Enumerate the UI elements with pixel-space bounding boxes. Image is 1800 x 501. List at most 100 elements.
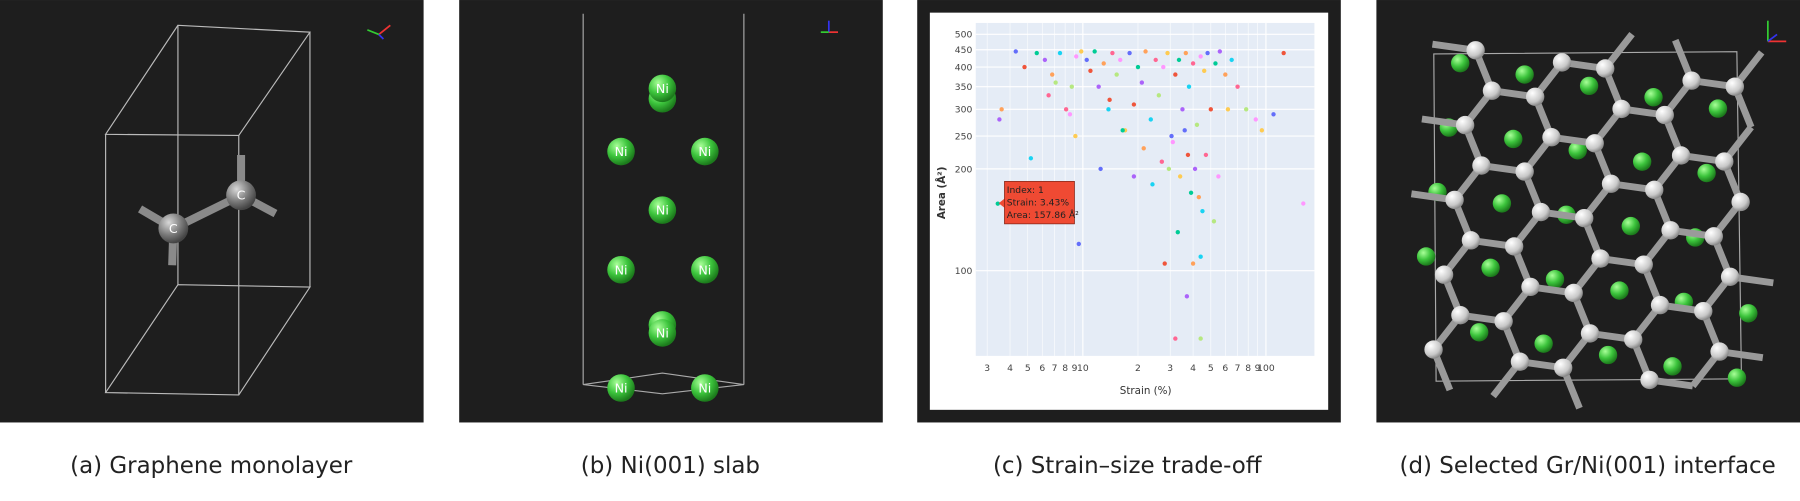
scatter-point — [1034, 50, 1039, 56]
tooltip-line: Area: 157.86 Å² — [1007, 209, 1079, 221]
c-atom — [1515, 162, 1534, 181]
scatter-point — [1131, 174, 1137, 179]
c-atom — [1504, 237, 1524, 256]
scatter-point — [1022, 64, 1027, 70]
scatter-point — [997, 117, 1002, 122]
ni-atom — [1697, 163, 1716, 183]
x-tick-label: 9 — [1255, 363, 1261, 374]
c-atom — [1461, 231, 1481, 250]
axes-triad — [367, 20, 1787, 43]
scatter-point — [1073, 133, 1078, 139]
caption: (a) Graphene monolayer — [70, 453, 353, 479]
caption: (b) Ni(001) slab — [581, 453, 760, 479]
scatter-point — [1173, 336, 1178, 341]
c-atom — [1525, 87, 1545, 106]
scatter-point — [1243, 107, 1249, 112]
x-tick-label: 4 — [1190, 363, 1196, 374]
tooltip-line: Index: 1 — [1007, 185, 1044, 196]
x-tick-label: 7 — [1235, 363, 1241, 374]
ni-atom — [1663, 357, 1682, 376]
x-tick-label: 7 — [1052, 363, 1058, 374]
ni-atom — [1416, 247, 1436, 266]
scatter-point — [999, 107, 1004, 112]
y-tick-label: 400 — [955, 63, 973, 74]
ni-atom — [1515, 65, 1534, 84]
y-tick-label: 300 — [955, 105, 973, 116]
scatter-point — [1165, 50, 1170, 56]
x-tick-label: 3 — [1167, 363, 1173, 374]
scatter-point — [1235, 84, 1240, 89]
scatter-point — [1200, 208, 1205, 214]
scatter-point — [1203, 152, 1209, 158]
scatter-point — [1084, 57, 1089, 63]
y-tick-label: 100 — [955, 266, 973, 277]
c-atom — [1682, 71, 1701, 90]
scatter-point — [1186, 84, 1192, 89]
c-atom — [1645, 180, 1664, 200]
c-atom — [1612, 99, 1631, 119]
scatter-point — [1225, 107, 1231, 112]
c-atom — [1650, 295, 1670, 315]
scatter-point — [1069, 84, 1074, 89]
atom-label: Ni — [615, 144, 628, 159]
c-atom — [1596, 59, 1615, 78]
x-tick-label: 9 — [1072, 363, 1078, 374]
scatter-point — [1067, 112, 1073, 117]
c-atom — [1494, 312, 1513, 331]
scatter-point — [1271, 112, 1276, 117]
scatter-point — [1175, 229, 1180, 235]
scatter-point — [1063, 107, 1069, 112]
scatter-point — [1139, 80, 1145, 85]
scatter-point — [1053, 80, 1058, 85]
tooltip-line: Strain: 3.43% — [1007, 198, 1070, 209]
c-atom — [1445, 190, 1464, 210]
c-atom — [1466, 41, 1485, 60]
atom-label: Ni — [698, 144, 711, 159]
atom — [158, 213, 189, 244]
scatter-point — [1141, 146, 1146, 151]
scatter-point — [1253, 117, 1258, 122]
scatter-point — [1194, 122, 1200, 127]
x-tick-label: 4 — [1007, 363, 1013, 374]
y-axis-title: Area (Å²) — [935, 167, 948, 220]
c-atom — [1640, 370, 1659, 390]
c-atom — [1472, 156, 1491, 175]
c-atom — [1694, 301, 1713, 321]
c-atom — [1585, 134, 1604, 153]
x-tick-label: 3 — [984, 363, 990, 374]
scatter-point — [1198, 254, 1203, 259]
scatter-point — [1110, 50, 1115, 56]
c-atom — [1542, 128, 1561, 147]
scatter-point — [1101, 61, 1106, 66]
scatter-point — [1198, 336, 1203, 341]
x-axis-title: Strain (%) — [1120, 385, 1172, 397]
scatter-point — [1216, 174, 1221, 179]
scatter-point — [1166, 166, 1172, 172]
ni-atom — [1470, 323, 1489, 342]
scatter-point — [1050, 72, 1055, 77]
scatter-point — [1057, 50, 1063, 56]
ni-atom — [1492, 194, 1512, 213]
c-atom — [1455, 115, 1475, 135]
scatter-point — [1223, 72, 1228, 77]
scatter-point — [1042, 57, 1048, 63]
scatter-point — [1156, 93, 1162, 98]
atom — [691, 374, 719, 402]
x-tick-label: 8 — [1062, 363, 1068, 374]
atom — [648, 74, 677, 103]
x-tick-label: 8 — [1245, 363, 1251, 374]
scatter-point — [1135, 64, 1141, 70]
c-atom — [1715, 152, 1734, 171]
atom — [691, 137, 719, 166]
atom-label: C — [169, 221, 178, 236]
scatter-point — [1150, 182, 1155, 187]
atom — [648, 196, 677, 224]
c-atom — [1434, 265, 1454, 284]
scatter-point — [1074, 54, 1079, 59]
atom-label: Ni — [698, 381, 711, 396]
scatter-point — [1176, 57, 1182, 63]
atom-label: Ni — [656, 81, 669, 96]
scatter-point — [1188, 190, 1194, 195]
scatter-point — [1098, 166, 1103, 172]
